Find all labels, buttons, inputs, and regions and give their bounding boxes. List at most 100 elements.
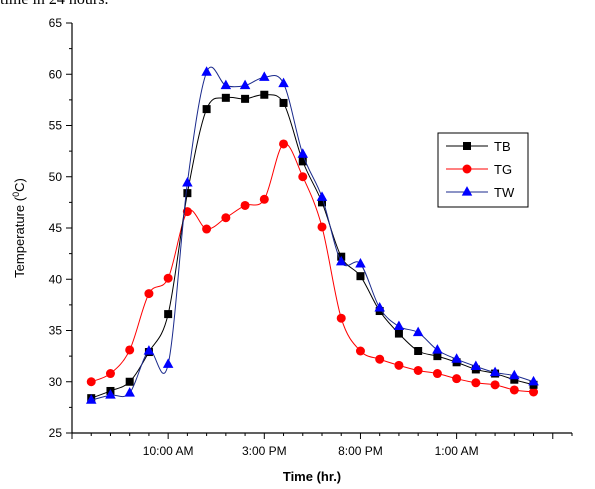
legend-label: TW (494, 185, 515, 200)
data-point-tw (220, 79, 232, 90)
data-point-tg (355, 346, 365, 356)
series-line-tw (91, 66, 534, 401)
series-tw (85, 66, 539, 404)
data-point-tw (124, 387, 135, 397)
data-point-tb (433, 352, 442, 361)
data-point-tg (105, 369, 115, 379)
legend-marker (461, 186, 473, 196)
data-point-tw (470, 360, 482, 370)
data-point-tw (509, 369, 520, 380)
data-point-tw (528, 375, 539, 386)
data-point-tg (413, 365, 423, 375)
data-point-tb (183, 189, 192, 198)
data-point-tg (163, 273, 173, 283)
y-tick-labels: 25 30 35 40 45 50 55 60 65 (49, 16, 63, 440)
data-point-tg (259, 194, 269, 204)
legend-label: TG (494, 162, 512, 177)
x-tick-label: 3:00 PM (242, 444, 287, 458)
data-point-tb (279, 98, 288, 107)
y-axis-title: Temperature (0C) (11, 178, 27, 278)
data-point-tb (241, 94, 250, 103)
y-tick-label: 30 (49, 375, 63, 389)
data-point-tw (335, 255, 347, 266)
data-point-tw (85, 394, 97, 404)
data-point-tg (279, 139, 289, 149)
axes (66, 22, 573, 439)
data-point-tw (355, 257, 366, 268)
data-point-tb (260, 90, 269, 99)
data-point-tb (510, 375, 519, 384)
x-tick-labels: 10:00 AM 3:00 PM 8:00 PM 1:00 AM (143, 444, 479, 458)
data-point-tg (452, 374, 462, 384)
data-point-tb (202, 105, 211, 114)
legend-label: TB (494, 139, 511, 154)
data-point-tg (432, 369, 442, 379)
legend-item-tb: TB (446, 139, 511, 154)
y-tick-label: 50 (49, 170, 63, 184)
series-layer (85, 66, 539, 404)
data-point-tb (164, 310, 173, 319)
data-point-tg (471, 378, 481, 388)
y-tick-label: 25 (49, 426, 63, 440)
data-point-tw (432, 344, 443, 354)
data-point-tw (451, 353, 462, 363)
data-point-tb (414, 347, 423, 355)
data-point-tg (202, 224, 212, 234)
data-point-tg (298, 172, 308, 182)
data-point-tb (125, 377, 134, 386)
data-point-tw (239, 79, 251, 90)
x-tick-label: 10:00 AM (143, 444, 194, 458)
y-tick-label: 35 (49, 324, 63, 338)
data-point-tb (318, 198, 326, 207)
data-point-tw (393, 320, 405, 331)
data-point-tw (201, 66, 212, 76)
data-point-tw (297, 148, 309, 158)
figure-caption-fragment: time in 24 hours. (0, 0, 108, 9)
data-point-tb (356, 272, 365, 281)
data-point-tw (374, 302, 385, 312)
data-point-tg (125, 345, 135, 355)
data-point-tw (412, 326, 424, 337)
data-point-tg (509, 385, 519, 395)
legend-marker (462, 164, 472, 174)
data-point-tg (375, 354, 385, 364)
legend-marker (463, 142, 471, 150)
data-point-tw (182, 177, 193, 187)
x-tick-label: 1:00 AM (435, 444, 479, 458)
data-point-tg (490, 380, 500, 390)
legend-item-tg: TG (446, 162, 512, 177)
data-point-tg (529, 387, 539, 397)
x-axis-title: Time (hr.) (283, 469, 341, 484)
data-point-tw (259, 71, 270, 81)
data-point-tw (316, 191, 328, 201)
data-point-tw (143, 345, 155, 355)
y-axis-title-unit: C) (12, 178, 27, 192)
y-axis-title-superscript: 0 (11, 192, 21, 197)
data-point-tw (278, 77, 289, 88)
x-tick-label: 8:00 PM (338, 444, 383, 458)
y-tick-label: 55 (49, 119, 63, 133)
data-point-tg (317, 222, 327, 232)
legend-box (437, 132, 529, 208)
y-axis-title-main: Temperature ( (12, 196, 27, 278)
series-tg (86, 139, 539, 397)
data-point-tg (336, 313, 346, 323)
data-point-tb (221, 93, 230, 102)
data-point-tg (221, 213, 231, 223)
data-point-tb (394, 329, 403, 338)
y-tick-label: 65 (49, 16, 63, 30)
data-point-tw (162, 358, 174, 368)
legend-item-tw: TW (446, 185, 515, 200)
data-point-tg (144, 289, 154, 299)
y-tick-label: 40 (49, 272, 63, 286)
legend: TB TG TW (437, 132, 529, 208)
data-point-tg (240, 200, 250, 210)
data-point-tw (105, 389, 116, 399)
y-tick-label: 60 (49, 67, 63, 81)
data-point-tg (394, 360, 404, 370)
data-point-tw (489, 366, 501, 377)
data-point-tg (86, 377, 96, 387)
data-point-tb (298, 157, 307, 166)
y-tick-label: 45 (49, 221, 63, 235)
